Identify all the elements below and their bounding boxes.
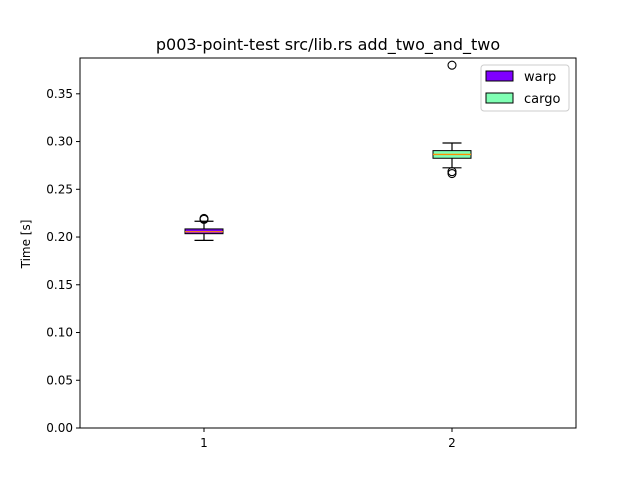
y-tick-label: 0.35 [46,87,73,101]
x-tick-label: 2 [448,436,456,450]
y-tick-label: 0.05 [46,373,73,387]
y-axis-label: Time [s] [19,220,33,270]
x-tick-label: 1 [200,436,208,450]
legend-swatch-warp [485,70,514,82]
y-tick-label: 0.00 [46,421,73,435]
y-tick-label: 0.15 [46,278,73,292]
y-tick-label: 0.25 [46,182,73,196]
box-warp [184,213,224,241]
chart-title: p003-point-test src/lib.rs add_two_and_t… [156,35,500,55]
box-cargo [432,60,472,179]
outlier-point [447,60,457,70]
outlier-point [199,213,209,223]
outlier-point [447,167,457,177]
legend: warp cargo [480,64,570,112]
plot-area: 0.00 0.05 0.10 0.15 0.20 0.25 0.30 0.35 1 2 [46,57,577,450]
y-tick-label: 0.20 [46,230,73,244]
legend-swatch-cargo [485,92,514,104]
axes-frame [79,57,577,429]
y-tick-label: 0.30 [46,135,73,149]
legend-label-warp: warp [524,70,556,85]
legend-label-cargo: cargo [524,92,560,107]
y-tick-label: 0.10 [46,326,73,340]
